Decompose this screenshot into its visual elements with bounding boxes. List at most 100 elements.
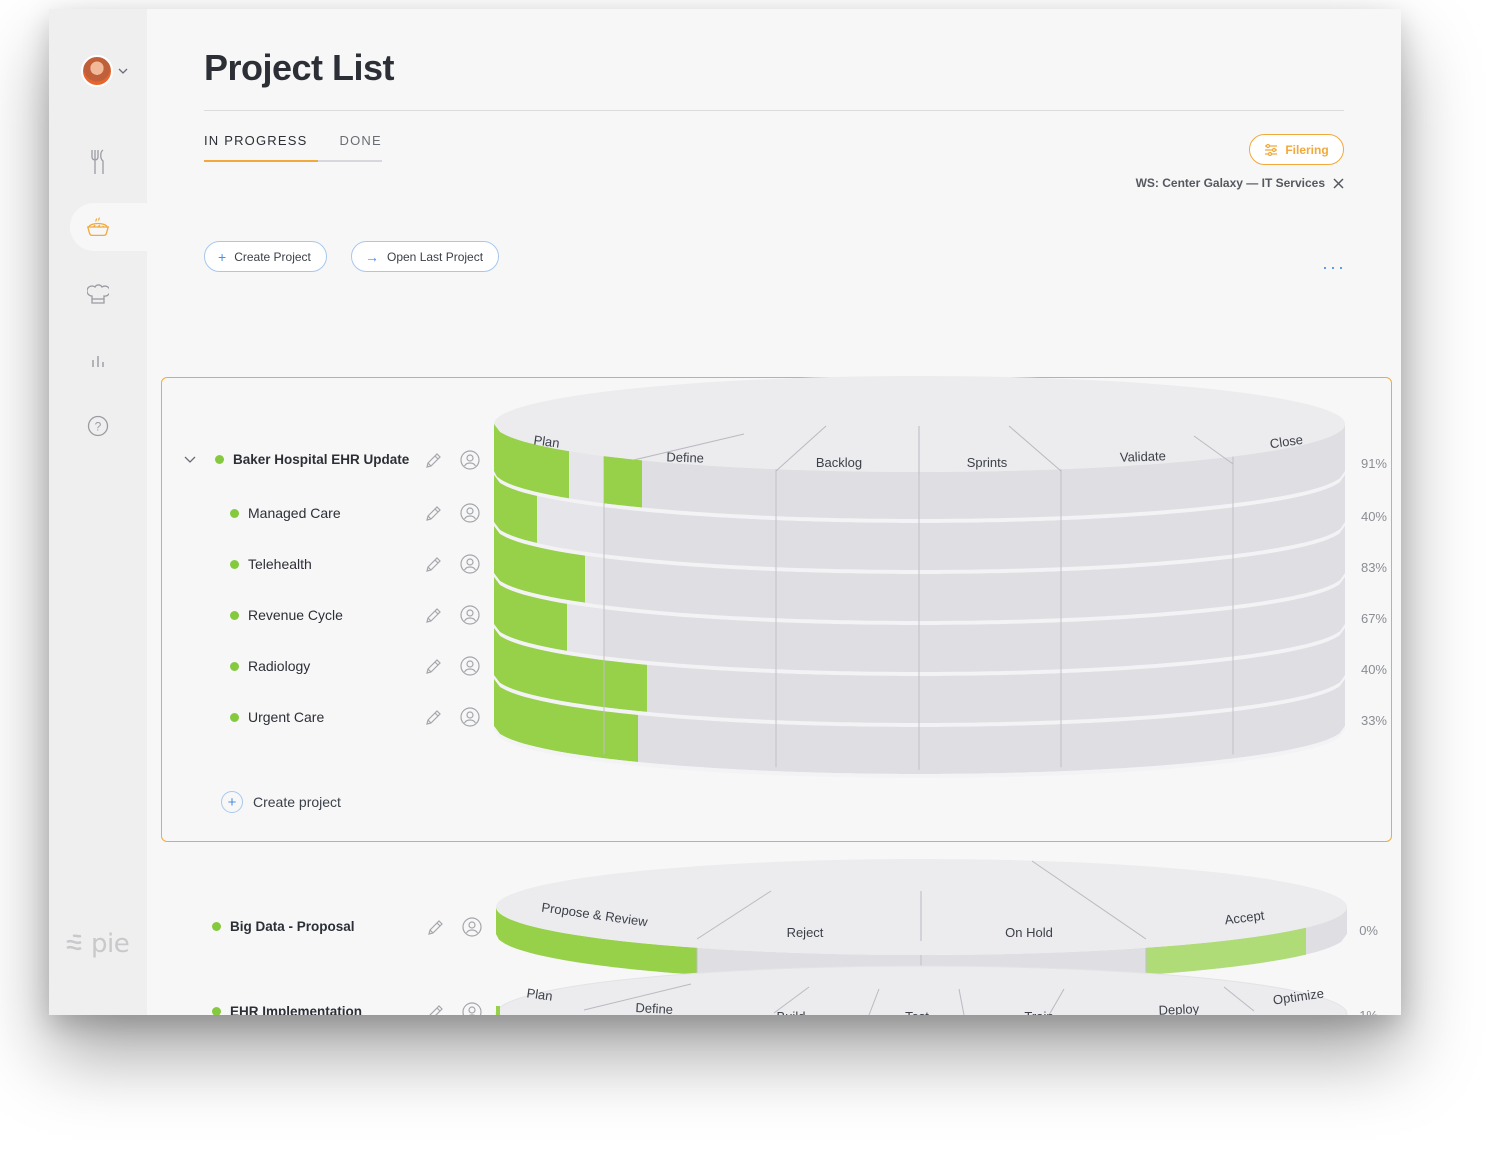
project-row[interactable]: Radiology xyxy=(230,658,310,674)
wave-logo-icon xyxy=(66,934,82,951)
stack-band xyxy=(494,628,1345,723)
status-dot xyxy=(230,661,239,671)
pencil-icon[interactable] xyxy=(424,503,444,523)
project-name: EHR Implementation xyxy=(230,1004,363,1015)
stage-wedge-line xyxy=(1048,988,1065,1015)
avatar[interactable] xyxy=(81,55,113,87)
pie-icon[interactable] xyxy=(85,214,111,240)
sidebar: ? pie xyxy=(49,9,158,1015)
user-icon[interactable] xyxy=(460,450,480,470)
close-icon[interactable] xyxy=(1333,177,1344,189)
stage-wedge-line xyxy=(868,988,880,1015)
progress-fill xyxy=(494,628,647,712)
stage-label: Plan xyxy=(533,432,561,450)
progress-percent: 91% xyxy=(1360,456,1387,471)
pencil-icon[interactable] xyxy=(424,605,444,625)
cylinder-top xyxy=(495,965,1348,1015)
progress-fill xyxy=(494,526,585,603)
user-icon[interactable] xyxy=(460,656,480,676)
plus-icon: + xyxy=(218,248,227,265)
user-icon[interactable] xyxy=(460,503,480,523)
stage-label: Reject xyxy=(787,925,824,940)
pie-logo: pie xyxy=(65,929,130,959)
chef-hat-icon[interactable] xyxy=(85,281,111,307)
status-dot xyxy=(215,455,224,464)
stage-label: Close xyxy=(1269,432,1304,451)
pencil-icon[interactable] xyxy=(424,450,444,470)
workspace-filter-tag: WS: Center Galaxy — IT Services xyxy=(1136,176,1344,190)
progress-percent: 40% xyxy=(1360,662,1387,677)
progress-fill xyxy=(494,679,638,762)
progress-fill xyxy=(496,1006,500,1015)
stage-wedge-line xyxy=(773,986,810,1014)
stage-wedge-line xyxy=(1008,425,1062,472)
bar-chart-icon[interactable] xyxy=(85,347,111,373)
stack-band xyxy=(494,424,1345,519)
tab-done[interactable]: DONE xyxy=(317,133,382,162)
more-options-icon[interactable]: ··· xyxy=(1322,257,1346,277)
user-menu[interactable] xyxy=(81,55,128,87)
help-icon[interactable]: ? xyxy=(85,413,111,439)
title-divider xyxy=(204,110,1344,111)
user-icon[interactable] xyxy=(460,605,480,625)
pencil-icon[interactable] xyxy=(424,656,444,676)
stage-label: Optimize xyxy=(1272,986,1325,1008)
project-row[interactable]: Urgent Care xyxy=(230,709,324,725)
progress-percent: 0% xyxy=(1359,923,1378,938)
stage-wedge-line xyxy=(1193,435,1234,465)
project-name: Urgent Care xyxy=(248,709,325,725)
nav-active-highlight xyxy=(70,203,158,251)
user-icon[interactable] xyxy=(460,707,480,727)
filtering-button[interactable]: Filering xyxy=(1249,134,1344,165)
create-project-button[interactable]: + Create Project xyxy=(204,241,327,272)
user-icon[interactable] xyxy=(460,554,480,574)
user-icon[interactable] xyxy=(462,1002,482,1015)
plus-icon: + xyxy=(221,791,243,813)
cylinder-body xyxy=(496,907,1347,982)
status-dot xyxy=(212,1007,221,1015)
pencil-icon[interactable] xyxy=(426,1002,446,1015)
progress-fill xyxy=(494,424,569,499)
stage-wedge-line xyxy=(1031,860,1147,940)
open-last-project-label: Open Last Project xyxy=(387,249,484,264)
open-last-project-button[interactable]: → Open Last Project xyxy=(351,241,500,272)
create-project-link[interactable]: + Create project xyxy=(221,791,341,813)
project-row-parent[interactable]: Baker Hospital EHR Update xyxy=(215,452,409,467)
project-name: Revenue Cycle xyxy=(248,607,343,623)
progress-percent: 33% xyxy=(1360,713,1387,728)
stage-label: Accept xyxy=(1224,908,1266,928)
stack-band xyxy=(494,526,1345,621)
stage-wedge-line xyxy=(583,983,692,1011)
stage-wedge-line xyxy=(696,890,772,940)
create-project-label: Create Project xyxy=(234,249,311,264)
create-project-link-label: Create project xyxy=(253,794,341,810)
project-name: Managed Care xyxy=(248,505,341,521)
status-dot xyxy=(230,610,239,620)
stage-label: Sprints xyxy=(967,455,1008,470)
tab-in-progress[interactable]: IN PROGRESS xyxy=(204,133,318,162)
pencil-icon[interactable] xyxy=(426,917,446,937)
chevron-down-icon[interactable] xyxy=(184,456,196,464)
progress-fill xyxy=(496,907,697,975)
progress-fill xyxy=(1146,927,1306,975)
svg-text:?: ? xyxy=(95,420,102,434)
user-icon[interactable] xyxy=(462,917,482,937)
pencil-icon[interactable] xyxy=(424,707,444,727)
project-row[interactable]: Managed Care xyxy=(230,505,341,521)
stage-wedge-line xyxy=(1223,986,1255,1012)
project-row[interactable]: Telehealth xyxy=(230,556,312,572)
stage-label: Deploy xyxy=(1158,1001,1199,1015)
project-name: Radiology xyxy=(248,658,311,674)
status-dot xyxy=(230,508,239,518)
project-row[interactable]: Revenue Cycle xyxy=(230,607,343,623)
project-row[interactable]: Big Data - Proposal xyxy=(212,919,355,934)
progress-percent: 83% xyxy=(1360,560,1387,575)
stage-label: Define xyxy=(666,449,704,465)
project-row[interactable]: EHR Implementation xyxy=(212,1004,362,1015)
fork-knife-icon[interactable] xyxy=(85,149,111,175)
project-name: Big Data - Proposal xyxy=(230,919,355,934)
project-name: Telehealth xyxy=(248,556,312,572)
pencil-icon[interactable] xyxy=(424,554,444,574)
sliders-icon xyxy=(1265,143,1278,156)
